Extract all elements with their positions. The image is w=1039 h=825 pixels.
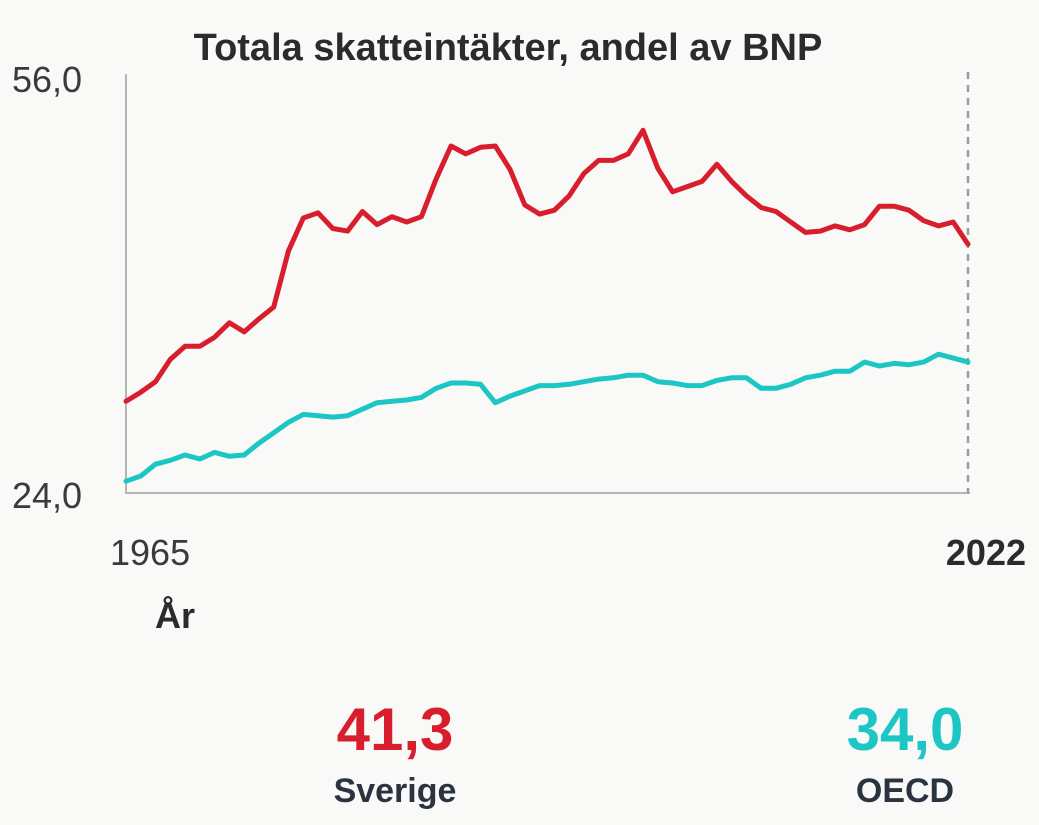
summary-value-sverige: 41,3 [336, 696, 454, 763]
y-tick-max: 56,0 [12, 59, 82, 100]
y-tick-min: 24,0 [12, 475, 82, 516]
series-line-sverige [123, 127, 971, 404]
chart-title: Totala skatteintäkter, andel av BNP [194, 27, 823, 69]
x-tick-end: 2022 [946, 532, 1026, 573]
summary-oecd: 34,0 OECD [810, 700, 1000, 811]
summary-label-oecd: OECD [855, 772, 955, 810]
summary-label-sverige: Sverige [333, 772, 457, 810]
summary-sverige: 41,3 Sverige [300, 700, 490, 811]
x-tick-start: 1965 [110, 532, 190, 573]
series-line-oecd [123, 351, 971, 484]
series-layer [123, 127, 971, 484]
x-axis-label: År [155, 595, 195, 636]
summary-value-oecd: 34,0 [846, 696, 964, 763]
